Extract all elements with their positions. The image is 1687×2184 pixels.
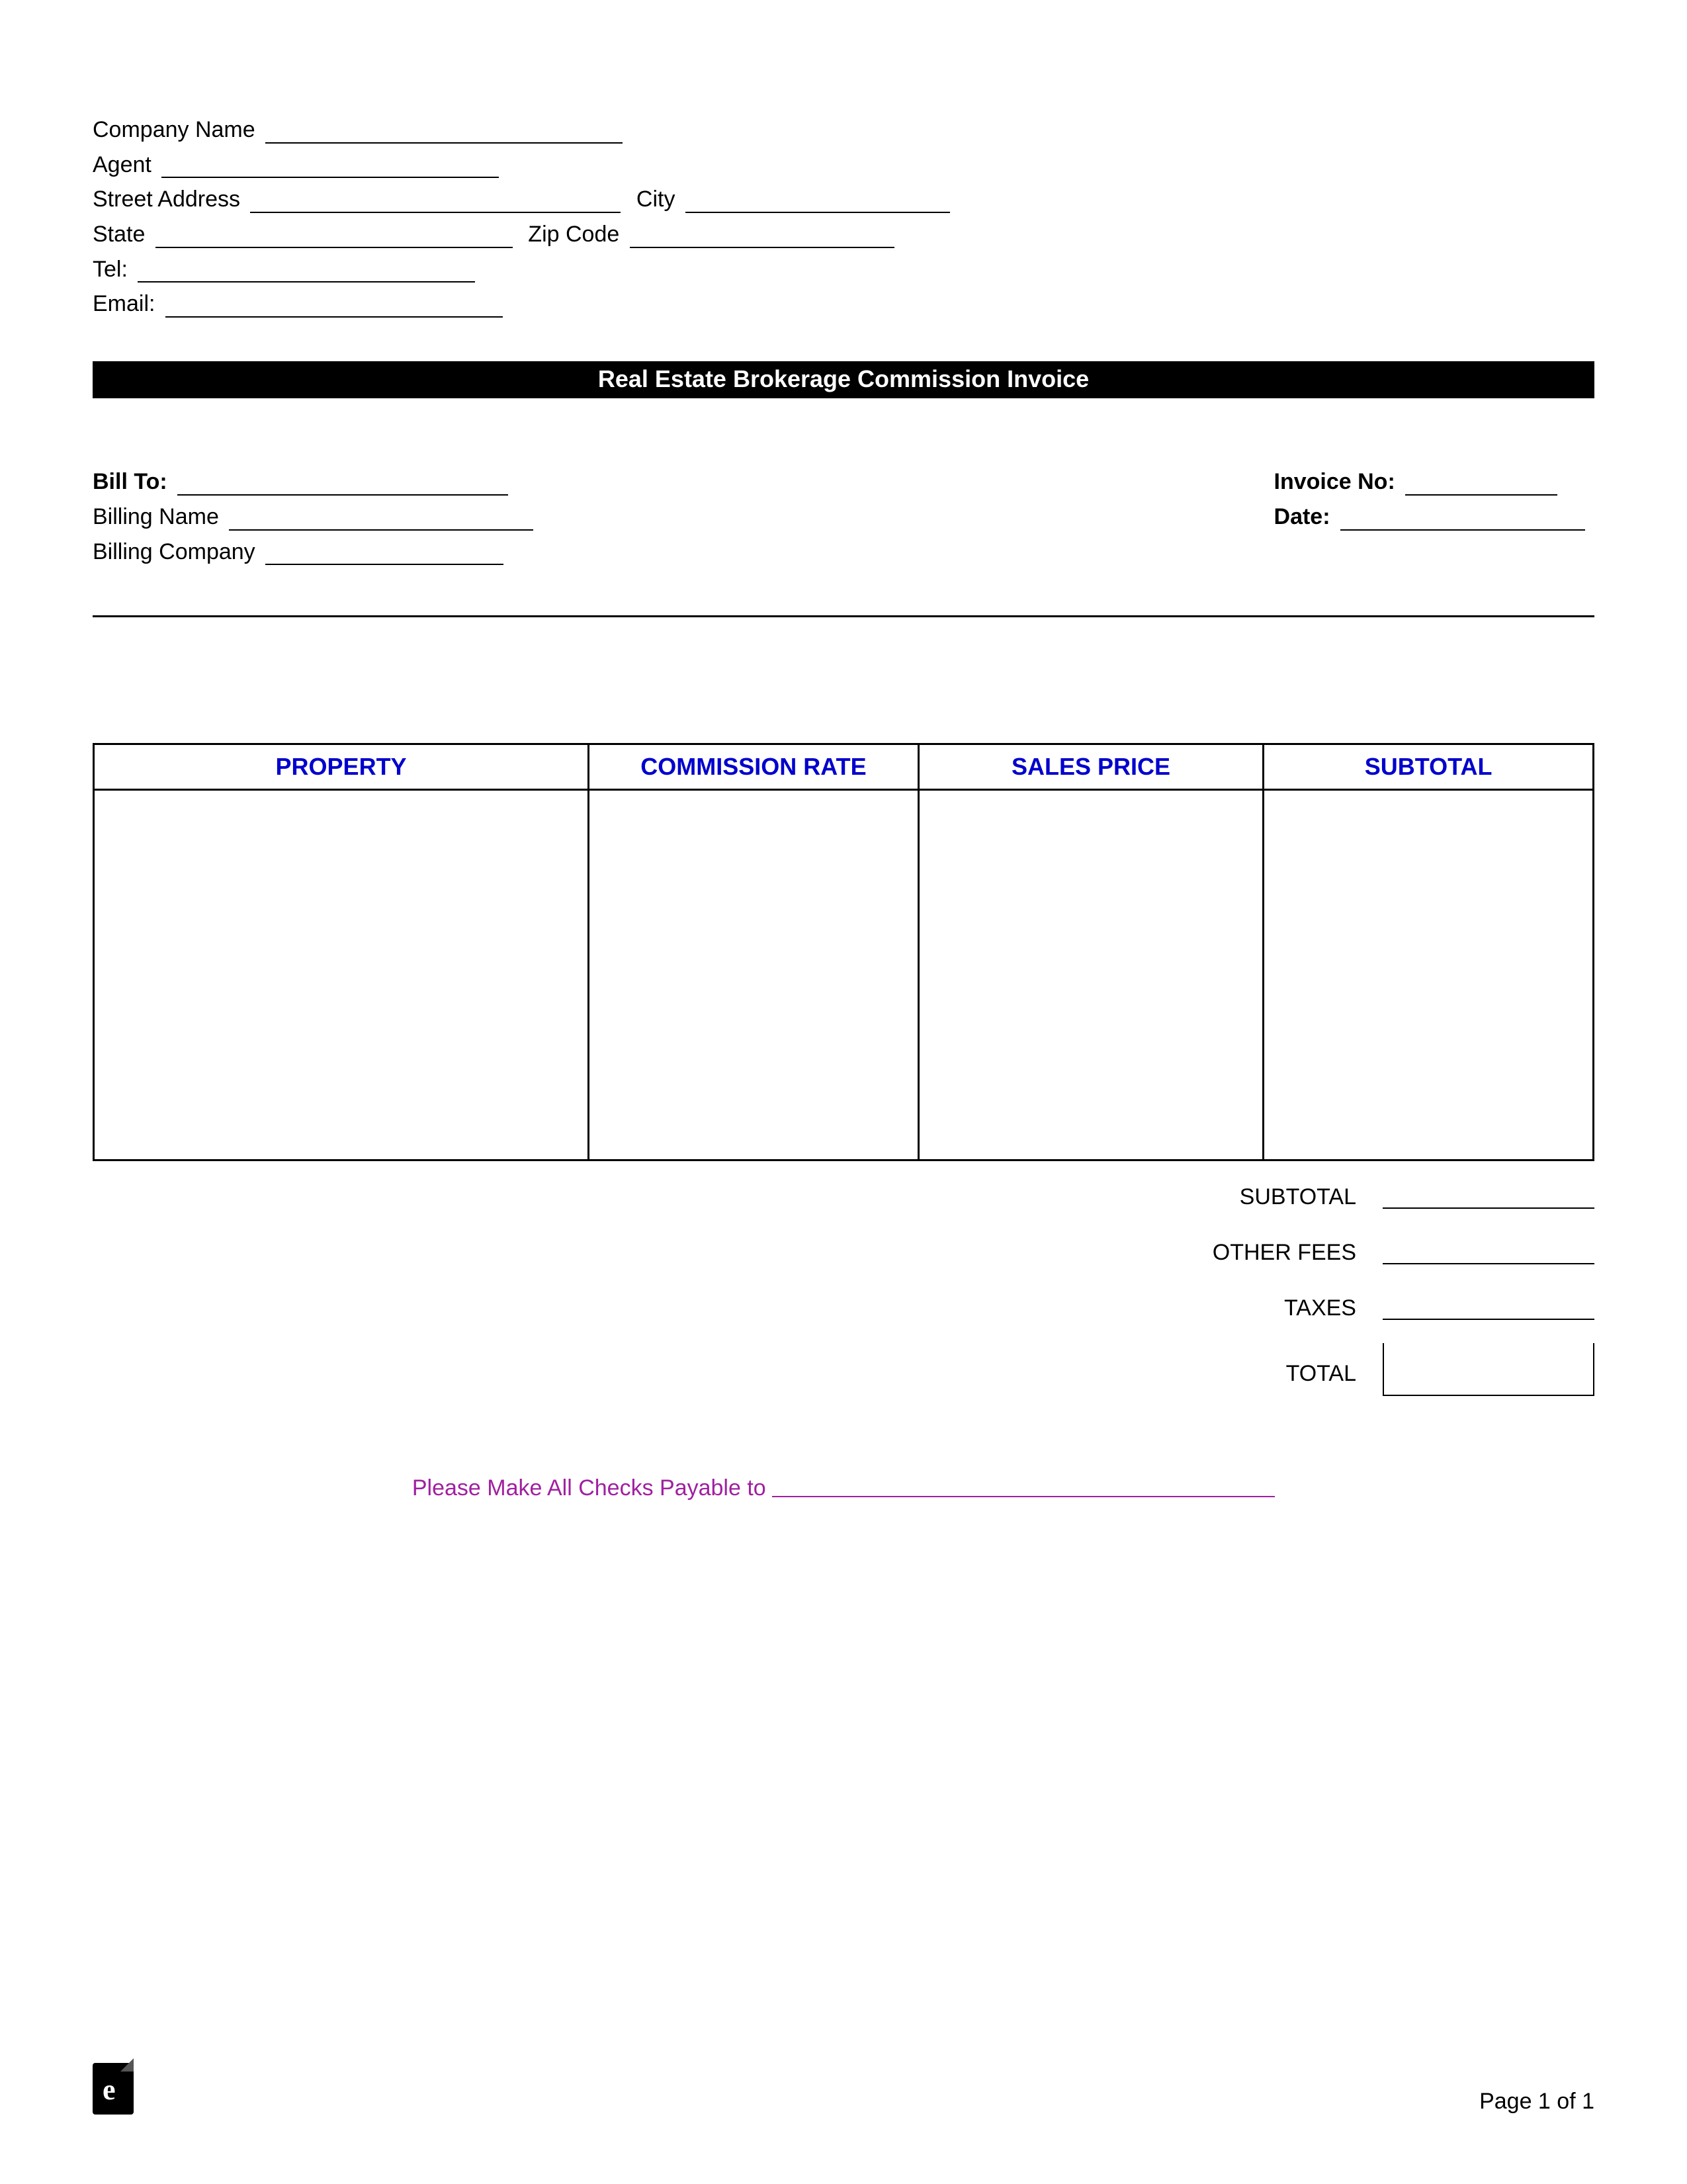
checks-payable-text: Please Make All Checks Payable to (412, 1475, 766, 1501)
total-row: TOTAL (93, 1351, 1594, 1396)
date-input[interactable] (1340, 529, 1585, 531)
invoice-no-label: Invoice No: (1274, 469, 1395, 494)
zip-input[interactable] (630, 247, 894, 248)
state-label: State (93, 222, 145, 247)
date-row: Date: (1274, 500, 1594, 535)
company-name-input[interactable] (265, 142, 623, 144)
tel-label: Tel: (93, 257, 128, 282)
bill-to-label: Bill To: (93, 469, 167, 494)
date-label: Date: (1274, 504, 1330, 529)
cell-commission-rate[interactable] (589, 790, 919, 1160)
checks-payable-input[interactable] (772, 1496, 1275, 1497)
taxes-input[interactable] (1383, 1297, 1594, 1320)
invoice-no-input[interactable] (1405, 494, 1557, 496)
other-fees-input[interactable] (1383, 1242, 1594, 1264)
email-label: Email: (93, 291, 155, 316)
agent-input[interactable] (161, 177, 499, 178)
billing-name-input[interactable] (229, 529, 533, 531)
company-name-label: Company Name (93, 117, 255, 142)
company-name-row: Company Name (93, 112, 1594, 148)
bill-to-input[interactable] (177, 494, 508, 496)
divider (93, 615, 1594, 617)
subtotal-label: SUBTOTAL (1184, 1184, 1383, 1210)
taxes-label: TAXES (1184, 1295, 1383, 1321)
th-sales-price: SALES PRICE (918, 744, 1263, 790)
other-fees-label: OTHER FEES (1184, 1240, 1383, 1266)
bill-right: Invoice No: Date: (1274, 464, 1594, 569)
tel-row: Tel: (93, 252, 1594, 287)
street-address-input[interactable] (250, 212, 621, 213)
email-input[interactable] (165, 316, 503, 318)
document-title: Real Estate Brokerage Commission Invoice (93, 361, 1594, 398)
billing-company-row: Billing Company (93, 535, 542, 570)
state-input[interactable] (155, 247, 513, 248)
cell-subtotal[interactable] (1264, 790, 1594, 1160)
page-number: Page 1 of 1 (1479, 2089, 1594, 2115)
bill-section: Bill To: Billing Name Billing Company In… (93, 464, 1594, 569)
th-commission-rate: COMMISSION RATE (589, 744, 919, 790)
totals-section: SUBTOTAL OTHER FEES TAXES TOTAL (93, 1184, 1594, 1396)
street-row: Street Address City (93, 182, 1594, 217)
billing-company-label: Billing Company (93, 539, 255, 564)
taxes-row: TAXES (93, 1295, 1594, 1321)
th-property: PROPERTY (94, 744, 589, 790)
city-input[interactable] (685, 212, 950, 213)
subtotal-row: SUBTOTAL (93, 1184, 1594, 1210)
total-input[interactable] (1383, 1343, 1594, 1396)
city-label: City (636, 187, 675, 212)
total-label: TOTAL (1184, 1361, 1383, 1387)
table-body-row (94, 790, 1594, 1160)
billing-name-row: Billing Name (93, 500, 542, 535)
invoice-page: Company Name Agent Street Address City S… (0, 0, 1687, 2184)
subtotal-input[interactable] (1383, 1186, 1594, 1209)
items-table: PROPERTY COMMISSION RATE SALES PRICE SUB… (93, 743, 1594, 1161)
th-subtotal: SUBTOTAL (1264, 744, 1594, 790)
logo-letter: e (103, 2073, 116, 2107)
checks-payable-line: Please Make All Checks Payable to (93, 1475, 1594, 1501)
page-footer: e Page 1 of 1 (93, 2058, 1594, 2115)
email-row: Email: (93, 286, 1594, 322)
agent-row: Agent (93, 148, 1594, 183)
bill-to-row: Bill To: (93, 464, 542, 500)
other-fees-row: OTHER FEES (93, 1240, 1594, 1266)
cell-property[interactable] (94, 790, 589, 1160)
bill-left: Bill To: Billing Name Billing Company (93, 464, 542, 569)
invoice-no-row: Invoice No: (1274, 464, 1594, 500)
street-address-label: Street Address (93, 187, 240, 212)
logo-fold-shape (120, 2058, 134, 2072)
billing-company-input[interactable] (265, 564, 503, 565)
state-row: State Zip Code (93, 217, 1594, 252)
zip-label: Zip Code (528, 222, 619, 247)
cell-sales-price[interactable] (918, 790, 1263, 1160)
table-header-row: PROPERTY COMMISSION RATE SALES PRICE SUB… (94, 744, 1594, 790)
agent-label: Agent (93, 152, 151, 177)
header-fields: Company Name Agent Street Address City S… (93, 112, 1594, 322)
logo-icon: e (93, 2058, 139, 2115)
billing-name-label: Billing Name (93, 504, 219, 529)
tel-input[interactable] (138, 281, 475, 283)
